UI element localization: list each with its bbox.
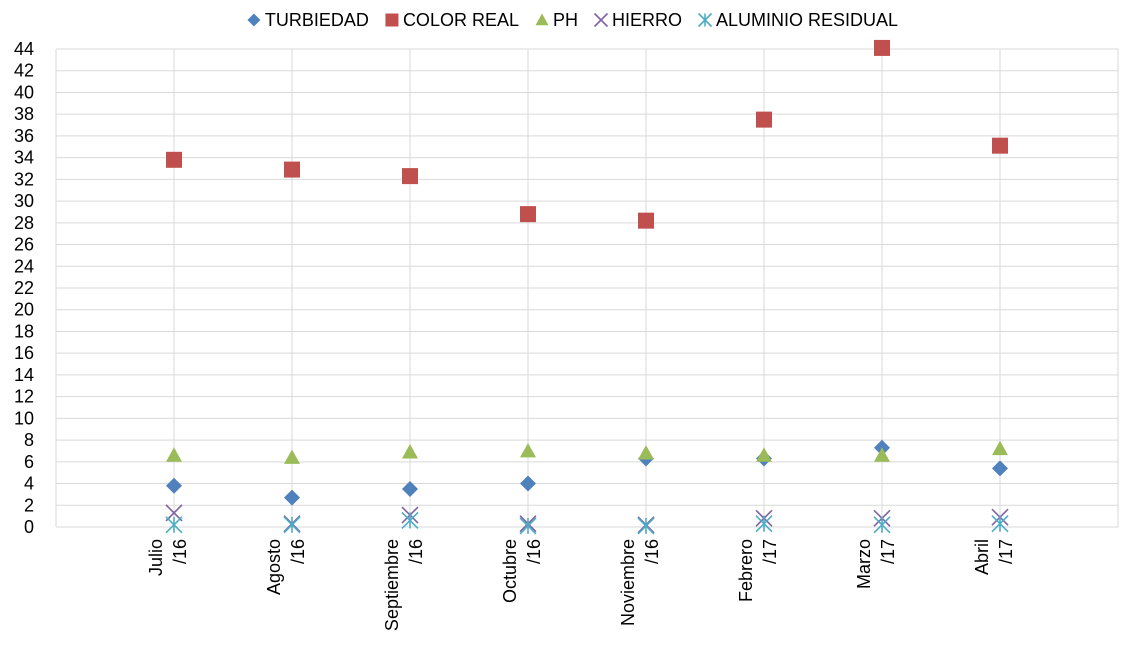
y-tick-label: 0 (24, 517, 34, 537)
y-tick-label: 24 (14, 256, 34, 276)
series-color-real (166, 39, 1008, 229)
data-point (520, 475, 536, 492)
legend-marker (697, 12, 713, 28)
x-tick-label: /16 (170, 539, 190, 564)
x-tick-label: Septiembre (382, 539, 402, 631)
y-tick-label: 10 (14, 408, 34, 428)
plot-area (165, 39, 1009, 535)
y-tick-label: 40 (14, 82, 34, 102)
x-tick-label: /16 (642, 539, 662, 564)
data-point (638, 445, 654, 460)
data-point (638, 212, 654, 229)
legend-label: TURBIEDAD (265, 10, 369, 30)
x-axis: Julio/16 Agosto/16 Septiembre/16 Octubre/16… (146, 539, 1016, 631)
legend-label: COLOR REAL (403, 10, 519, 30)
y-tick-label: 6 (24, 452, 34, 472)
data-point (283, 516, 301, 534)
legend-label: PH (553, 10, 578, 30)
y-tick-label: 12 (14, 387, 34, 407)
x-tick-label: /17 (996, 539, 1016, 564)
data-point (519, 517, 537, 535)
y-tick-label: 18 (14, 321, 34, 341)
y-tick-label: 38 (14, 104, 34, 124)
y-tick-label: 42 (14, 61, 34, 81)
legend-marker (385, 13, 399, 27)
data-point (166, 477, 182, 494)
legend-item: PH (535, 10, 578, 30)
y-tick-label: 14 (14, 365, 34, 385)
data-point (165, 504, 183, 522)
legend-marker (593, 12, 609, 28)
y-tick-label: 44 (14, 39, 34, 59)
data-point (992, 460, 1008, 477)
x-tick-label: /17 (760, 539, 780, 564)
y-tick-label: 32 (14, 169, 34, 189)
data-point (874, 447, 890, 462)
y-tick-label: 16 (14, 343, 34, 363)
data-point (165, 516, 183, 534)
data-point (756, 111, 772, 128)
data-point (756, 447, 772, 462)
y-tick-label: 30 (14, 191, 34, 211)
series-aluminio-residual (165, 511, 1009, 535)
data-point (991, 515, 1009, 533)
data-point (520, 442, 536, 458)
x-tick-label: /16 (406, 539, 426, 564)
legend-label: HIERRO (612, 10, 682, 30)
x-tick-label: Abril (972, 539, 992, 575)
legend-label: ALUMINIO RESIDUAL (716, 10, 898, 30)
series-ph (166, 440, 1008, 464)
y-tick-label: 26 (14, 235, 34, 255)
y-tick-label: 34 (14, 148, 34, 168)
y-tick-label: 28 (14, 213, 34, 233)
data-point (992, 440, 1008, 456)
data-point (166, 151, 182, 168)
legend-item: TURBIEDAD (247, 10, 369, 30)
x-tick-label: Febrero (736, 539, 756, 602)
data-point (992, 137, 1008, 154)
x-tick-label: Julio (146, 539, 166, 576)
x-tick-label: /17 (878, 539, 898, 564)
legend-item: COLOR REAL (385, 10, 519, 30)
data-point (284, 449, 300, 464)
y-tick-label: 8 (24, 430, 34, 450)
data-point (166, 447, 182, 462)
legend-item: HIERRO (593, 10, 682, 30)
data-point (874, 39, 890, 56)
data-point (401, 511, 419, 530)
data-point (520, 206, 536, 223)
y-tick-label: 20 (14, 300, 34, 320)
y-tick-label: 2 (24, 495, 34, 515)
x-tick-label: /16 (524, 539, 544, 564)
y-tick-label: 22 (14, 278, 34, 298)
legend-marker (535, 13, 549, 26)
x-tick-label: Agosto (264, 539, 284, 595)
data-point (402, 168, 418, 185)
grid (55, 48, 1119, 528)
data-point (637, 517, 655, 535)
data-point (402, 444, 418, 459)
data-point (284, 161, 300, 178)
x-tick-label: /16 (288, 539, 308, 564)
data-point (755, 515, 773, 533)
y-tick-label: 36 (14, 126, 34, 146)
data-point (284, 489, 300, 506)
legend-marker (247, 13, 261, 27)
x-tick-label: Octubre (500, 539, 520, 603)
data-point (873, 516, 891, 534)
y-axis: 0246810121416182022242628303234363840424… (14, 39, 34, 537)
x-tick-label: Marzo (854, 539, 874, 589)
legend-item: ALUMINIO RESIDUAL (697, 10, 898, 30)
data-point (402, 480, 418, 497)
legend: TURBIEDAD COLOR REAL PH HIERRO ALUMINIO RESI… (247, 10, 898, 30)
y-tick-label: 4 (24, 474, 34, 494)
x-tick-label: Noviembre (618, 539, 638, 626)
